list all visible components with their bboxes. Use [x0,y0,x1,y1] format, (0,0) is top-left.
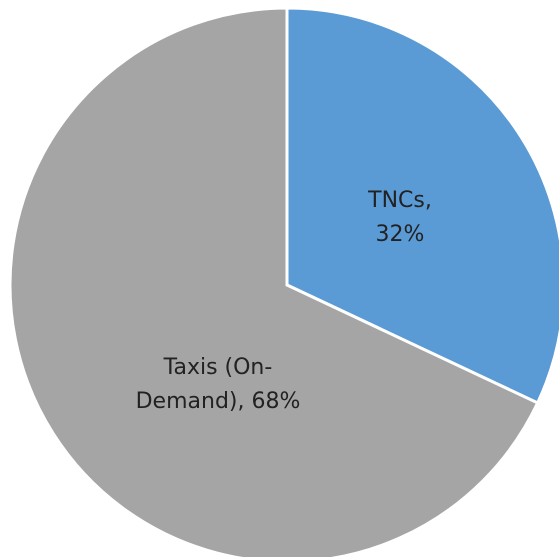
pie-slice [285,6,559,405]
data-label: TNCs, 32% [368,188,432,247]
data-label: Taxis (On-Demand), 68% [135,355,301,414]
pie-slice [8,6,540,557]
